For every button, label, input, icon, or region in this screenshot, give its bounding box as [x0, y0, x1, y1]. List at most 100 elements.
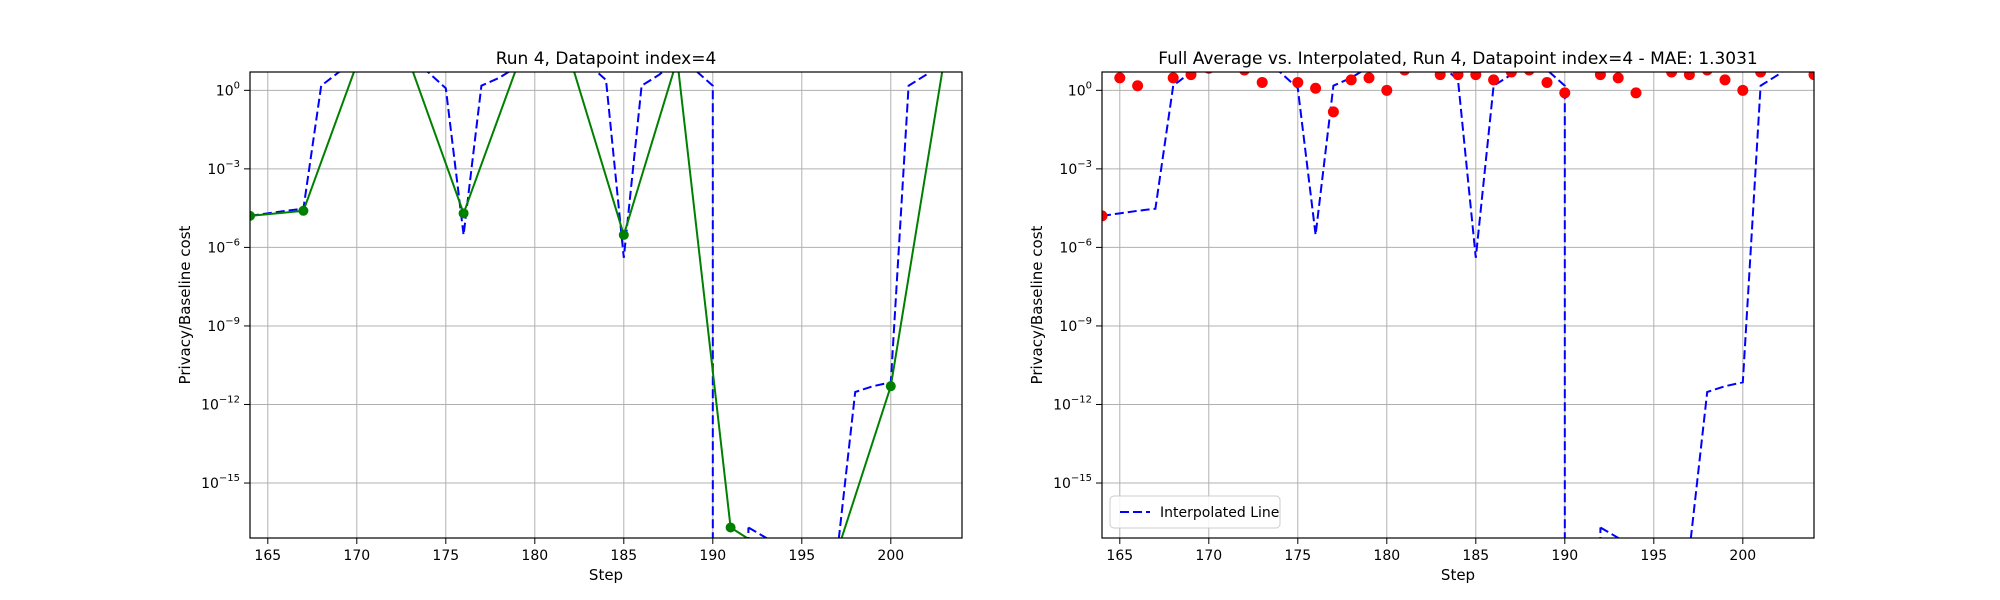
y-tick-label: 100 [1068, 80, 1092, 99]
y-tick-exponent: −6 [225, 237, 240, 248]
interpolated-dashed-line [1102, 72, 1783, 538]
average-point-marker [1666, 72, 1678, 78]
sampled-point-marker [458, 208, 469, 219]
average-point-marker [1559, 87, 1571, 99]
x-tick-label: 200 [877, 548, 904, 564]
y-tick-exponent: −3 [1077, 159, 1092, 170]
y-tick-label: 100 [216, 80, 240, 99]
chart-title: Run 4, Datapoint index=4 [496, 49, 717, 69]
average-point-marker [1327, 106, 1339, 118]
y-tick-exponent: −9 [225, 316, 240, 327]
average-point-marker [1470, 72, 1482, 81]
y-tick-exponent: −15 [219, 473, 240, 484]
y-tick-base: 10 [1059, 162, 1077, 178]
y-tick-base: 10 [201, 397, 219, 413]
average-point-marker [1239, 72, 1250, 76]
average-point-marker [1167, 72, 1179, 84]
y-tick-label: 10−3 [1059, 159, 1092, 178]
y-tick-label: 10−15 [201, 473, 240, 492]
average-point-marker [1683, 72, 1695, 81]
average-point-marker [1594, 72, 1606, 81]
x-tick-label: 180 [521, 548, 548, 564]
plot-area [250, 59, 944, 556]
y-tick-base: 10 [207, 319, 225, 335]
average-point-marker [1185, 72, 1197, 81]
y-tick-exponent: −15 [1071, 473, 1092, 484]
y-tick-label: 10−12 [201, 394, 240, 413]
x-tick-label: 175 [432, 548, 459, 564]
x-tick-label: 200 [1729, 548, 1756, 564]
y-tick-exponent: −12 [1071, 394, 1092, 405]
y-tick-exponent: −3 [225, 159, 240, 170]
average-point-marker [1399, 72, 1410, 76]
x-tick-label: 175 [1284, 548, 1311, 564]
x-axis-label: Step [1441, 566, 1475, 584]
y-tick-exponent: −6 [1077, 237, 1092, 248]
y-tick-base: 10 [1068, 83, 1086, 99]
x-tick-label: 185 [1462, 548, 1489, 564]
y-tick-label: 10−6 [207, 237, 240, 256]
y-tick-base: 10 [216, 83, 234, 99]
plot-area [1102, 59, 1814, 538]
x-tick-label: 180 [1373, 548, 1400, 564]
x-tick-label: 170 [1195, 548, 1222, 564]
y-tick-exponent: 0 [1086, 80, 1092, 91]
x-tick-label: 195 [788, 548, 815, 564]
y-axis-label: Privacy/Baseline cost [1028, 225, 1046, 384]
x-tick-label: 195 [1640, 548, 1667, 564]
average-point-marker [1612, 72, 1624, 84]
average-point-marker [1505, 72, 1517, 78]
y-tick-label: 10−9 [207, 316, 240, 335]
average-point-marker [1630, 87, 1642, 99]
sampled-point-marker [250, 210, 255, 221]
sampled-point-marker [352, 59, 362, 69]
left-chart-panel: 165 170 175 180 185 190 195 20010010−310−610−91… [176, 49, 963, 584]
y-tick-base: 10 [1053, 476, 1071, 492]
x-tick-label: 185 [610, 548, 637, 564]
right-chart-panel: 165 170 175 180 185 190 195 20010010−310−610−91… [1028, 49, 1815, 584]
average-point-marker [1363, 72, 1375, 84]
y-tick-label: 10−9 [1059, 316, 1092, 335]
average-point-marker [1256, 76, 1268, 88]
sampled-point-marker [725, 522, 736, 533]
average-point-marker [1791, 59, 1802, 70]
x-tick-label: 165 [1106, 548, 1133, 564]
average-point-marker [1488, 74, 1500, 86]
average-point-marker [1776, 72, 1780, 73]
y-tick-label: 10−6 [1059, 237, 1092, 256]
sampled-point-marker [405, 59, 415, 69]
legend-label: Interpolated Line [1160, 505, 1279, 521]
sampled-point-marker [832, 546, 842, 556]
average-point-marker [1434, 72, 1446, 81]
average-point-marker [1737, 84, 1749, 96]
y-tick-base: 10 [1059, 240, 1077, 256]
average-point-marker [1114, 72, 1126, 84]
average-point-marker [1808, 72, 1814, 81]
x-tick-label: 170 [343, 548, 370, 564]
sampled-point-marker [885, 381, 896, 392]
average-point-marker [1345, 74, 1357, 86]
y-tick-base: 10 [207, 240, 225, 256]
y-tick-exponent: 0 [234, 80, 240, 91]
y-tick-base: 10 [1059, 319, 1077, 335]
average-point-marker [1702, 72, 1713, 76]
plot-frame [249, 71, 963, 539]
x-tick-label: 165 [254, 548, 281, 564]
x-tick-label: 190 [699, 548, 726, 564]
sampled-point-marker [618, 229, 629, 240]
y-tick-exponent: −12 [219, 394, 240, 405]
average-point-marker [1755, 72, 1767, 78]
average-point-marker [1452, 72, 1464, 81]
average-point-marker [1524, 72, 1535, 76]
x-tick-label: 190 [1551, 548, 1578, 564]
y-tick-base: 10 [201, 476, 219, 492]
chart-title: Full Average vs. Interpolated, Run 4, Da… [1158, 49, 1758, 69]
average-point-marker [1381, 84, 1393, 96]
y-axis-label: Privacy/Baseline cost [176, 225, 194, 384]
y-tick-label: 10−3 [207, 159, 240, 178]
average-point-marker [1292, 76, 1304, 88]
x-axis-label: Step [589, 566, 623, 584]
y-tick-exponent: −9 [1077, 316, 1092, 327]
average-point-marker [1132, 80, 1144, 92]
